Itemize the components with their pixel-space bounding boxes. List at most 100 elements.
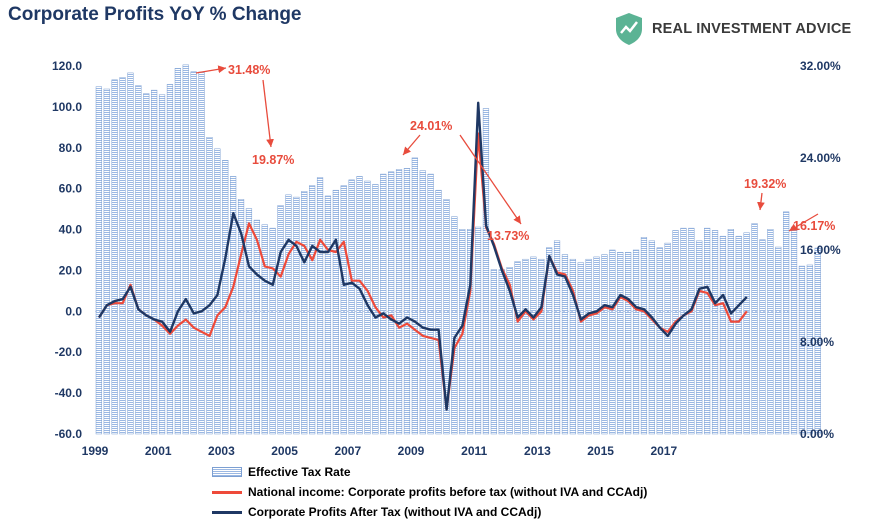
brand-name: REAL INVESTMENT ADVICE	[652, 21, 852, 37]
bar	[119, 77, 126, 435]
bar	[427, 173, 434, 435]
line-pretax-profits	[98, 132, 748, 411]
bar	[490, 269, 497, 435]
x-tick-label: 2005	[271, 444, 298, 458]
bar	[775, 246, 782, 435]
annotation-arrow	[459, 134, 522, 225]
y-right-tick-label: 32.00%	[800, 59, 841, 73]
annotation-arrow	[788, 213, 819, 232]
bar	[696, 240, 703, 435]
bar	[111, 79, 118, 435]
x-axis-ticks: 1999 2001 2003 2005 2007 2009 2011 2013 2015 2017	[82, 444, 678, 458]
bar	[482, 108, 490, 435]
bar	[293, 196, 300, 435]
bar	[451, 216, 458, 435]
bar	[751, 223, 758, 435]
bar	[711, 230, 719, 435]
bar	[522, 258, 529, 435]
shield-chart-icon	[616, 13, 642, 45]
bar	[704, 227, 711, 435]
bar	[245, 208, 253, 435]
bar	[443, 199, 450, 435]
bar	[316, 177, 324, 435]
bar	[625, 252, 632, 435]
legend-item-aftertax: Corporate Profits After Tax (without IVA…	[212, 502, 647, 522]
bar	[222, 160, 229, 435]
bar	[609, 249, 616, 435]
bar	[719, 235, 727, 435]
bar	[198, 71, 205, 435]
annotation-label: 19.87%	[252, 153, 294, 167]
bar	[166, 84, 174, 435]
bar	[648, 240, 655, 435]
bar	[727, 229, 734, 435]
bar	[601, 254, 608, 435]
y-left-tick-label: 0.0	[65, 304, 82, 318]
bar	[806, 264, 813, 435]
bar	[348, 179, 355, 435]
bar	[585, 258, 592, 435]
legend-swatch-pretax	[212, 490, 242, 494]
bar	[561, 254, 569, 435]
bar	[767, 229, 774, 435]
x-tick-label: 2009	[398, 444, 425, 458]
legend-label-pretax: National income: Corporate profits befor…	[248, 485, 648, 499]
y-right-tick-label: 8.00%	[800, 335, 834, 349]
bar	[577, 262, 584, 435]
bar	[309, 185, 316, 435]
y-right-tick-label: 24.00%	[800, 151, 841, 165]
bar	[688, 227, 695, 435]
bar	[419, 170, 426, 435]
y-left-tick-label: 20.0	[59, 263, 83, 277]
legend-label-aftertax: Corporate Profits After Tax (without IVA…	[248, 505, 542, 519]
annotation-label: 19.32%	[744, 177, 786, 191]
bar	[151, 89, 158, 435]
bar	[435, 189, 442, 435]
bar	[735, 235, 742, 435]
bar	[206, 137, 213, 435]
legend-swatch-aftertax	[212, 510, 242, 514]
bar	[664, 242, 671, 435]
annotation-arrow	[757, 192, 765, 211]
bar	[269, 227, 276, 435]
bar	[135, 85, 142, 435]
legend-item-tax-rate: Effective Tax Rate	[212, 462, 647, 482]
y-left-tick-label: -20.0	[55, 345, 83, 359]
x-tick-label: 2015	[587, 444, 614, 458]
legend-item-pretax: National income: Corporate profits befor…	[212, 482, 647, 502]
bar	[127, 72, 134, 435]
bar	[158, 94, 166, 435]
bar	[783, 211, 790, 435]
bar	[617, 252, 624, 435]
bar	[814, 247, 821, 435]
y-left-tick-label: 120.0	[52, 59, 82, 73]
y-left-tick-label: 60.0	[59, 182, 83, 196]
bar	[182, 64, 189, 435]
bar	[395, 169, 403, 435]
bar	[538, 258, 545, 435]
bar	[790, 226, 798, 435]
x-tick-label: 2007	[334, 444, 361, 458]
brand-logo: REAL INVESTMENT ADVICE	[614, 12, 851, 46]
bar	[474, 226, 482, 435]
y-left-tick-label: 100.0	[52, 100, 82, 114]
bar	[403, 168, 411, 435]
annotation-label: 31.48%	[228, 63, 270, 77]
bar	[506, 267, 513, 435]
bar	[253, 219, 260, 435]
bar	[388, 171, 395, 435]
line-aftertax-profits	[97, 101, 748, 411]
annotation-label: 24.01%	[410, 119, 452, 133]
bar	[261, 224, 268, 435]
bar	[332, 189, 339, 435]
bar	[324, 195, 332, 435]
legend-swatch-bar	[212, 467, 242, 477]
bar	[356, 176, 363, 435]
bar-series-effective-tax-rate	[95, 64, 821, 435]
chart-title: Corporate Profits YoY % Change	[8, 4, 302, 25]
bar	[340, 185, 347, 435]
annotations: 31.48% 19.87% 24.01% 13.73% 19.32% 16.17%	[195, 63, 835, 243]
y-left-tick-label: 40.0	[59, 223, 83, 237]
x-tick-label: 2001	[145, 444, 172, 458]
bar	[680, 227, 687, 435]
